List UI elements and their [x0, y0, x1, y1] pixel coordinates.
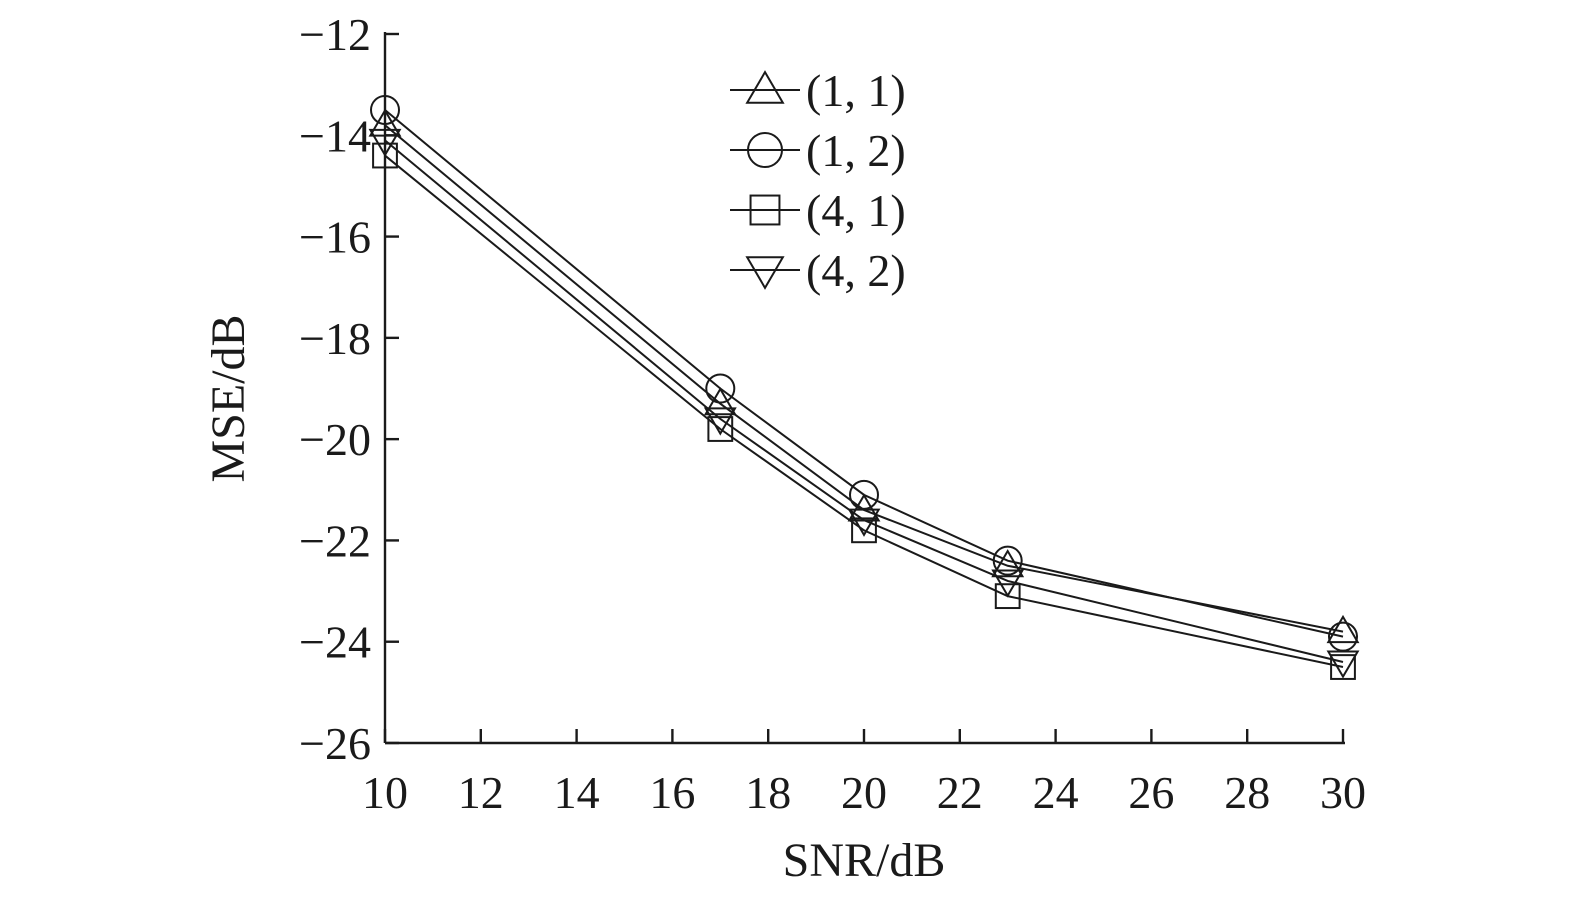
y-tick-label: −22	[299, 515, 371, 566]
y-ticks: −26 −24 −22 −20 −18 −16 −14 −12	[299, 9, 399, 769]
data-point	[991, 569, 1025, 598]
x-tick-label: 26	[1128, 767, 1174, 818]
legend-item: (4, 1)	[730, 185, 906, 236]
legend-label: (1, 2)	[806, 125, 906, 176]
y-tick-label: −20	[299, 414, 371, 465]
data-point	[703, 407, 737, 436]
data-point	[368, 108, 402, 137]
data-point	[994, 583, 1021, 610]
x-axis-title: SNR/dB	[783, 834, 946, 887]
data-point	[1326, 614, 1360, 644]
y-tick-label: −24	[299, 617, 371, 668]
series-4	[368, 128, 1360, 679]
y-axis-title: MSE/dB	[202, 314, 255, 482]
data-point	[847, 508, 881, 537]
legend: (1, 1) (1, 2) (4, 1) (4, 2)	[730, 65, 906, 296]
data-point	[368, 128, 402, 158]
legend-label: (4, 1)	[806, 185, 906, 236]
data-point	[372, 142, 398, 169]
series-group	[368, 94, 1360, 680]
legend-label: (1, 1)	[806, 65, 906, 116]
legend-marker	[745, 70, 785, 104]
data-point	[1330, 654, 1356, 680]
data-point	[1326, 650, 1360, 679]
series-line	[384, 109, 1344, 638]
series-2	[370, 94, 1358, 652]
y-tick-label: −18	[299, 313, 371, 364]
series-3	[372, 142, 1356, 680]
legend-marker	[745, 256, 785, 290]
data-point	[705, 373, 736, 404]
y-tick-label: −16	[299, 212, 371, 263]
legend-item: (1, 2)	[730, 125, 906, 176]
x-tick-label: 10	[362, 767, 408, 818]
data-point	[851, 517, 877, 544]
x-tick-label: 16	[649, 767, 695, 818]
x-tick-label: 24	[1033, 767, 1079, 818]
data-point	[370, 94, 400, 125]
x-tick-label: 28	[1224, 767, 1270, 818]
x-tick-label: 20	[841, 767, 887, 818]
legend-marker	[747, 132, 783, 168]
legend-marker	[749, 194, 781, 226]
data-point	[703, 387, 737, 416]
y-tick-label: −12	[299, 9, 371, 60]
legend-item: (4, 2)	[730, 245, 906, 296]
data-point	[707, 416, 734, 442]
x-tick-label: 14	[554, 767, 600, 818]
legend-item: (1, 1)	[730, 65, 906, 116]
x-tick-label: 18	[745, 767, 791, 818]
series-line	[384, 154, 1344, 669]
x-tick-label: 30	[1320, 767, 1366, 818]
legend-label: (4, 2)	[806, 245, 906, 296]
y-tick-label: −26	[299, 718, 371, 769]
data-point	[991, 549, 1025, 578]
series-line	[384, 139, 1344, 663]
data-point	[992, 545, 1023, 576]
x-ticks: 10 12 14 16 18 20 22 24 26 28 30	[362, 729, 1366, 818]
x-tick-label: 12	[458, 767, 504, 818]
x-tick-label: 22	[937, 767, 983, 818]
y-tick-label: −14	[299, 110, 371, 161]
